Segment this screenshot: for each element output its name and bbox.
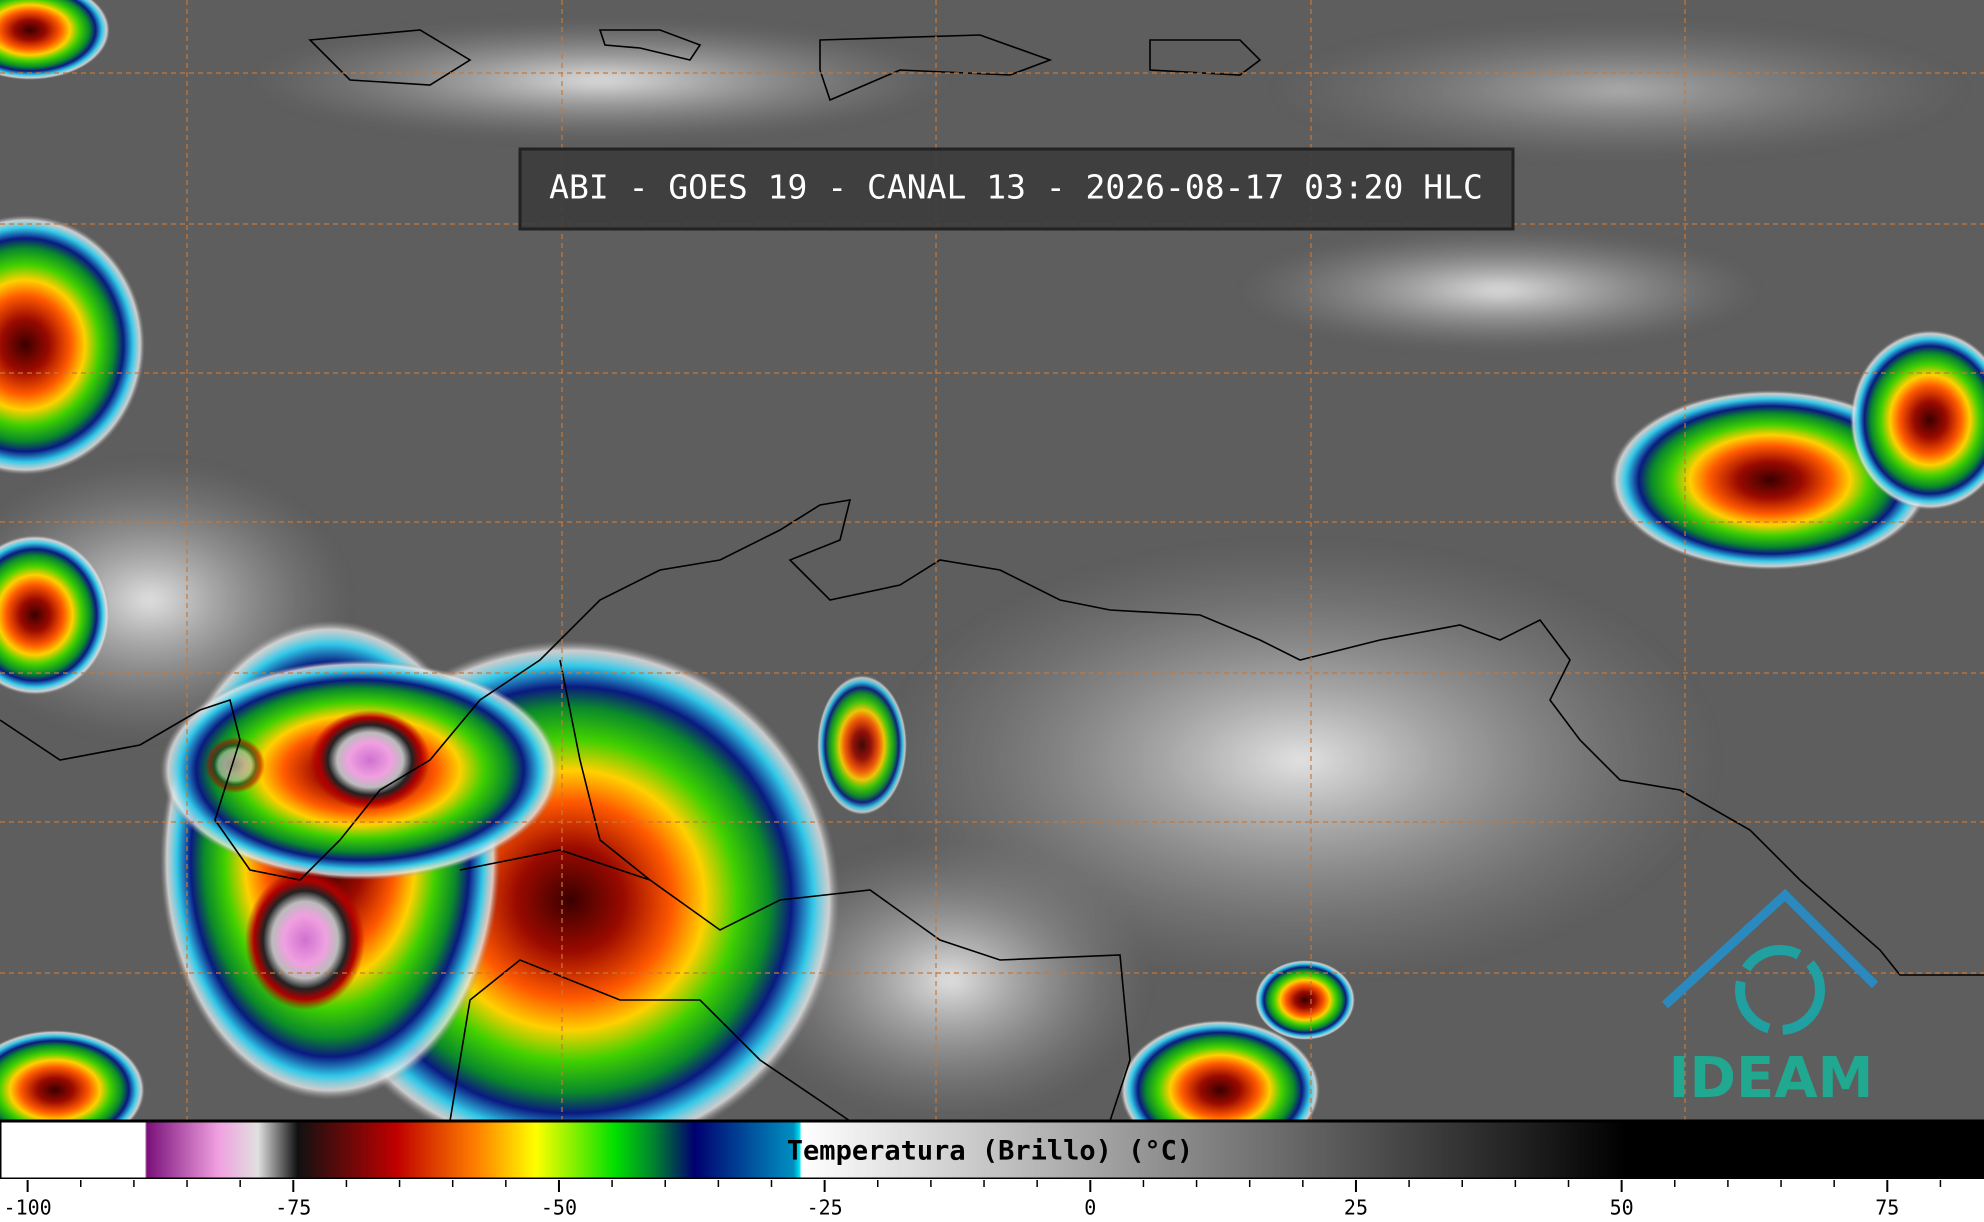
storm xyxy=(0,535,110,695)
storms xyxy=(0,0,1984,1160)
cloud xyxy=(750,840,1150,1120)
cold-top xyxy=(245,870,365,1010)
coastline xyxy=(0,499,1984,976)
cold-top xyxy=(205,737,265,793)
colorbar-label: Temperatura (Brillo) (°C) xyxy=(787,1136,1193,1167)
tick-label: 25 xyxy=(1344,1196,1368,1220)
cloud xyxy=(1270,20,1970,160)
border xyxy=(449,659,1131,1122)
storm xyxy=(0,215,145,475)
logo-swirl xyxy=(1735,945,1825,1035)
storm xyxy=(0,0,110,80)
tick-label: -100 xyxy=(4,1196,52,1220)
tick-label: 50 xyxy=(1610,1196,1634,1220)
tick-label: 75 xyxy=(1875,1196,1899,1220)
tick-label: 0 xyxy=(1084,1196,1096,1220)
logo-roof xyxy=(1661,888,1879,1009)
storm xyxy=(1850,330,1984,510)
logo-text: IDEAM xyxy=(1669,1046,1874,1111)
tick-label: -75 xyxy=(275,1196,311,1220)
cloud xyxy=(880,540,1720,980)
title-box xyxy=(518,147,1515,231)
storm xyxy=(1610,390,1930,570)
storm xyxy=(1255,960,1355,1040)
storm xyxy=(817,675,907,815)
cloud xyxy=(250,20,950,140)
cold-top xyxy=(310,710,430,810)
logo: IDEAM xyxy=(1661,888,1879,1111)
colorbar-axis: -100 -75 -50 -25 0 25 50 75 xyxy=(4,1180,1942,1220)
title: ABI - GOES 19 - CANAL 13 - 2026-08-17 03… xyxy=(549,168,1483,207)
tick-label: -25 xyxy=(807,1196,843,1220)
tick-label: -50 xyxy=(541,1196,577,1220)
cloud xyxy=(1240,230,1760,350)
axis-background xyxy=(0,1179,1984,1222)
